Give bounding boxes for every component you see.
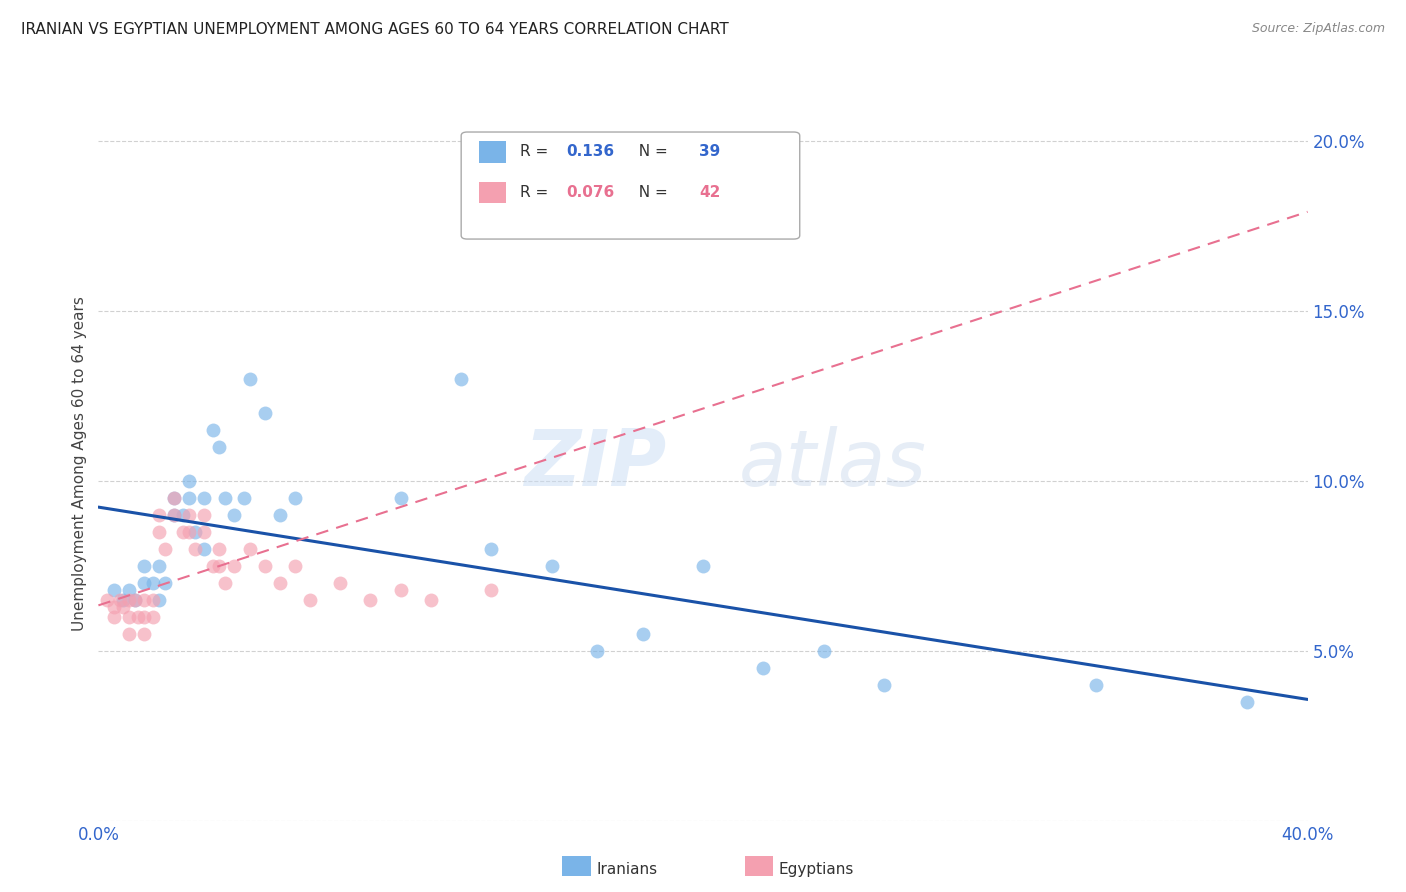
Point [284, 491, 307, 505]
Text: Egyptians: Egyptians [779, 863, 855, 877]
Point [450, 372, 472, 386]
FancyBboxPatch shape [461, 132, 800, 239]
Text: N =: N = [630, 186, 673, 200]
Point [118, 609, 141, 624]
Point [111, 592, 134, 607]
Text: R =: R = [520, 145, 554, 160]
Point [163, 508, 186, 522]
Point [153, 575, 176, 590]
Point [360, 592, 382, 607]
Point [132, 592, 155, 607]
Point [269, 508, 291, 522]
Point [631, 626, 654, 640]
Point [752, 661, 775, 675]
Point [142, 609, 165, 624]
Point [96, 592, 118, 607]
Point [481, 582, 503, 597]
Point [193, 508, 215, 522]
Point [177, 524, 201, 539]
Point [202, 423, 225, 437]
Y-axis label: Unemployment Among Ages 60 to 64 years: Unemployment Among Ages 60 to 64 years [72, 296, 87, 632]
Text: 42: 42 [699, 186, 721, 200]
Text: 39: 39 [699, 145, 721, 160]
Text: ZIP: ZIP [524, 425, 666, 502]
Point [253, 558, 276, 573]
Point [269, 575, 291, 590]
Point [103, 599, 125, 614]
Bar [479, 182, 506, 203]
Point [1085, 678, 1108, 692]
Bar [479, 141, 506, 162]
Point [108, 592, 131, 607]
Point [193, 524, 215, 539]
Point [172, 508, 194, 522]
Point [1236, 695, 1258, 709]
Point [586, 644, 609, 658]
Point [177, 508, 201, 522]
Point [208, 558, 231, 573]
Point [132, 575, 155, 590]
Point [184, 524, 207, 539]
Point [148, 558, 170, 573]
Point [124, 592, 146, 607]
Point [172, 524, 194, 539]
Point [253, 406, 276, 420]
Point [193, 541, 215, 556]
Text: Source: ZipAtlas.com: Source: ZipAtlas.com [1251, 22, 1385, 36]
Point [208, 440, 231, 454]
Point [132, 626, 155, 640]
Point [124, 592, 146, 607]
Point [177, 491, 201, 505]
Point [132, 558, 155, 573]
Point [208, 541, 231, 556]
Point [692, 558, 714, 573]
Point [142, 592, 165, 607]
Point [148, 508, 170, 522]
Text: N =: N = [630, 145, 673, 160]
Point [299, 592, 322, 607]
Point [224, 558, 246, 573]
Text: IRANIAN VS EGYPTIAN UNEMPLOYMENT AMONG AGES 60 TO 64 YEARS CORRELATION CHART: IRANIAN VS EGYPTIAN UNEMPLOYMENT AMONG A… [21, 22, 728, 37]
Point [214, 491, 236, 505]
Point [118, 626, 141, 640]
Point [540, 558, 562, 573]
Point [132, 609, 155, 624]
Point [184, 541, 207, 556]
Point [202, 558, 225, 573]
Point [103, 609, 125, 624]
Point [163, 491, 186, 505]
Point [142, 575, 165, 590]
Point [127, 609, 149, 624]
Point [163, 491, 186, 505]
Point [389, 582, 412, 597]
Point [163, 508, 186, 522]
Point [232, 491, 254, 505]
Point [239, 372, 262, 386]
Point [873, 678, 896, 692]
Point [329, 575, 352, 590]
Point [148, 592, 170, 607]
Point [111, 599, 134, 614]
Point [193, 491, 215, 505]
Point [389, 491, 412, 505]
Point [813, 644, 835, 658]
Point [214, 575, 236, 590]
Text: atlas: atlas [740, 425, 927, 502]
Point [103, 582, 125, 597]
Point [118, 592, 141, 607]
Point [118, 582, 141, 597]
Point [177, 474, 201, 488]
Point [284, 558, 307, 573]
Point [224, 508, 246, 522]
Point [153, 541, 176, 556]
Text: R =: R = [520, 186, 554, 200]
Text: 0.076: 0.076 [567, 186, 614, 200]
Point [419, 592, 441, 607]
Text: 0.136: 0.136 [567, 145, 614, 160]
Text: Iranians: Iranians [596, 863, 657, 877]
Point [239, 541, 262, 556]
Point [631, 185, 654, 199]
Point [148, 524, 170, 539]
Point [481, 541, 503, 556]
